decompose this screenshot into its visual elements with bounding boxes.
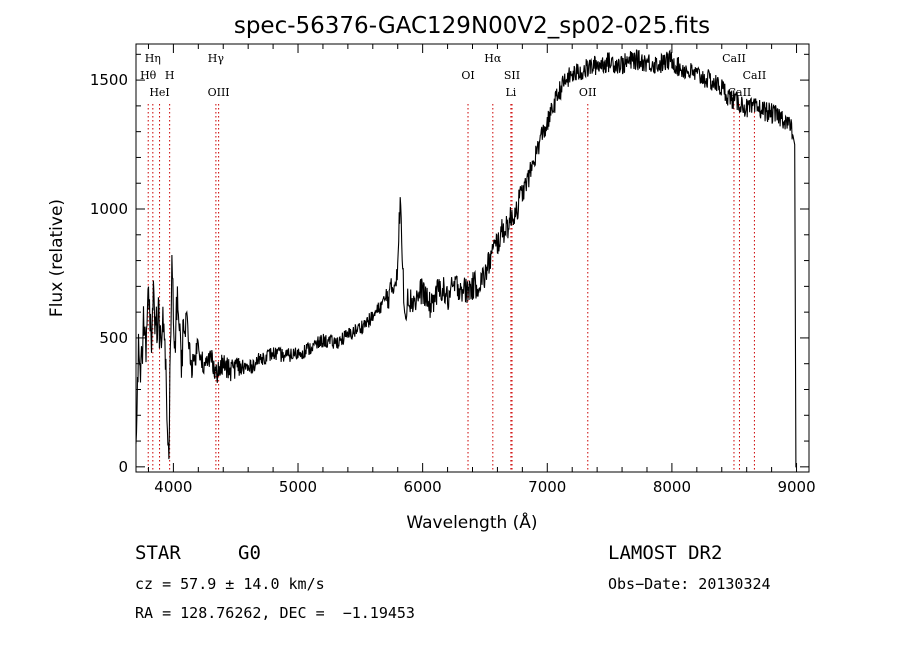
- line-label: H: [165, 69, 175, 82]
- x-tick-label: 7000: [528, 478, 566, 496]
- chart-title: spec-56376-GAC129N00V2_sp02-025.fits: [234, 13, 710, 39]
- object-subclass: G0: [238, 542, 261, 564]
- line-label: Li: [505, 86, 516, 99]
- x-tick-label: 9000: [777, 478, 815, 496]
- line-label: SII: [504, 69, 520, 82]
- x-axis-label: Wavelength (Å): [406, 511, 537, 533]
- coordinates-info: RA = 128.76262, DEC = −1.19453: [135, 604, 415, 622]
- line-label: OIII: [208, 86, 230, 99]
- y-axis-label: Flux (relative): [47, 199, 67, 317]
- line-label: Hη: [145, 52, 161, 65]
- x-tick-label: 4000: [154, 478, 192, 496]
- y-tick-label: 0: [118, 458, 128, 476]
- line-label: OI: [461, 69, 474, 82]
- line-label: OII: [579, 86, 597, 99]
- object-class: STAR: [135, 542, 181, 564]
- plot-frame: [135, 43, 810, 473]
- x-tick-label: 8000: [653, 478, 691, 496]
- observation-date: Obs−Date: 20130324: [608, 575, 771, 593]
- line-label: CaII: [743, 69, 767, 82]
- line-label: HeI: [149, 86, 169, 99]
- line-label: Hθ: [140, 69, 157, 82]
- line-label: Hα: [484, 52, 502, 65]
- survey-name: LAMOST DR2: [608, 542, 723, 564]
- spectrum-line: [135, 49, 797, 468]
- y-tick-label: 500: [99, 329, 128, 347]
- line-label: Hγ: [208, 52, 225, 65]
- y-axis-ticks: 0 500 1000 1500: [90, 53, 809, 476]
- line-label: CaII: [722, 52, 746, 65]
- y-tick-label: 1000: [90, 200, 128, 218]
- y-tick-label: 1500: [90, 71, 128, 89]
- redshift-info: cz = 57.9 ± 14.0 km/s: [135, 575, 325, 593]
- x-tick-label: 6000: [404, 478, 442, 496]
- x-axis-ticks: 4000 5000 6000 7000 8000 9000: [147, 44, 816, 496]
- x-tick-label: 5000: [279, 478, 317, 496]
